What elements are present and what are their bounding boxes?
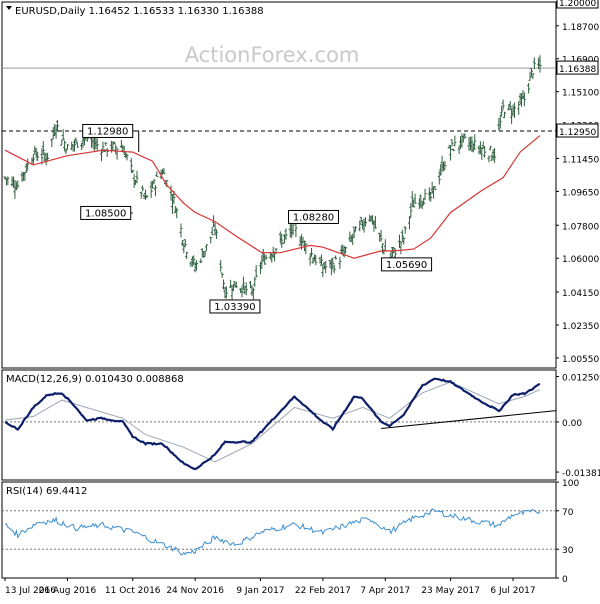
x-tick-label: 9 Jan 2017: [236, 586, 284, 596]
price-tick-label: 1.15100: [562, 89, 599, 99]
price-tick-label: 1.18700: [562, 23, 599, 33]
x-tick-label: 23 May 2017: [421, 586, 480, 596]
macd-tick-label: -0.013813: [562, 469, 600, 479]
ohlc-bars-group: [3, 55, 542, 303]
annotation-box: [80, 205, 132, 220]
rsi-title: RSI(14) 69.4412: [6, 486, 87, 497]
price-level-marker-label: 1.20000: [559, 0, 596, 9]
x-tick-label: 6 Jul 2017: [490, 586, 535, 596]
price-level-marker: [556, 0, 599, 9]
chart-menu-icon: [6, 6, 12, 10]
macd-line: [4, 377, 541, 471]
annotation-box: [209, 299, 261, 314]
annotation-box: [287, 209, 339, 224]
watermark: ActionForex.com: [185, 43, 360, 67]
rsi-line: [4, 508, 541, 556]
annotation-label: 1.03390: [214, 302, 255, 313]
annotation-label: 1.12980: [87, 126, 128, 137]
annotation-label: 1.05690: [386, 260, 427, 271]
price-tick-label: 1.00550: [562, 355, 599, 365]
macd-signal-line: [4, 381, 541, 463]
price-tick-label: 1.09650: [562, 188, 599, 198]
macd-tick-label: 0.012509: [562, 374, 600, 384]
price-tick-label: 1.02350: [562, 322, 599, 332]
price-level-marker-label: 1.16388: [559, 65, 596, 75]
x-tick-label: 7 Apr 2017: [360, 586, 410, 596]
x-tick-label: 11 Oct 2016: [105, 586, 161, 596]
macd-title: MACD(12,26,9) 0.010430 0.008868: [6, 374, 184, 385]
macd-tick-label: 0.00: [562, 419, 582, 429]
price-tick-label: 1.11450: [562, 155, 599, 165]
price-level-marker: [556, 60, 599, 75]
x-tick-label: 26 Aug 2016: [39, 586, 97, 596]
annotation-label: 1.08280: [293, 212, 334, 223]
rsi-tick-label: 30: [562, 546, 574, 556]
macd-trendline: [381, 410, 557, 429]
x-tick-label: 22 Feb 2017: [295, 586, 351, 596]
rsi-tick-label: 0: [562, 575, 568, 585]
moving-average-line: [4, 135, 541, 259]
price-tick-label: 1.06000: [562, 255, 599, 265]
price-level-marker: [556, 123, 599, 138]
x-tick-label: 13 Jul 2016: [5, 586, 56, 596]
annotation-label: 1.08500: [85, 208, 126, 219]
price-tick-label: 1.07800: [562, 222, 599, 232]
rsi-tick-label: 100: [562, 479, 579, 489]
price-level-marker-label: 1.12950: [559, 128, 596, 138]
rsi-panel-frame: [1, 481, 557, 579]
macd-panel-frame: [1, 369, 557, 481]
x-tick-label: 24 Nov 2016: [166, 586, 224, 596]
price-title: EURUSD,Daily 1.16452 1.16533 1.16330 1.1…: [15, 6, 264, 17]
annotation-box: [381, 257, 433, 272]
annotation-box: [82, 123, 134, 138]
rsi-tick-label: 70: [562, 508, 574, 518]
price-tick-label: 1.04150: [562, 289, 599, 299]
